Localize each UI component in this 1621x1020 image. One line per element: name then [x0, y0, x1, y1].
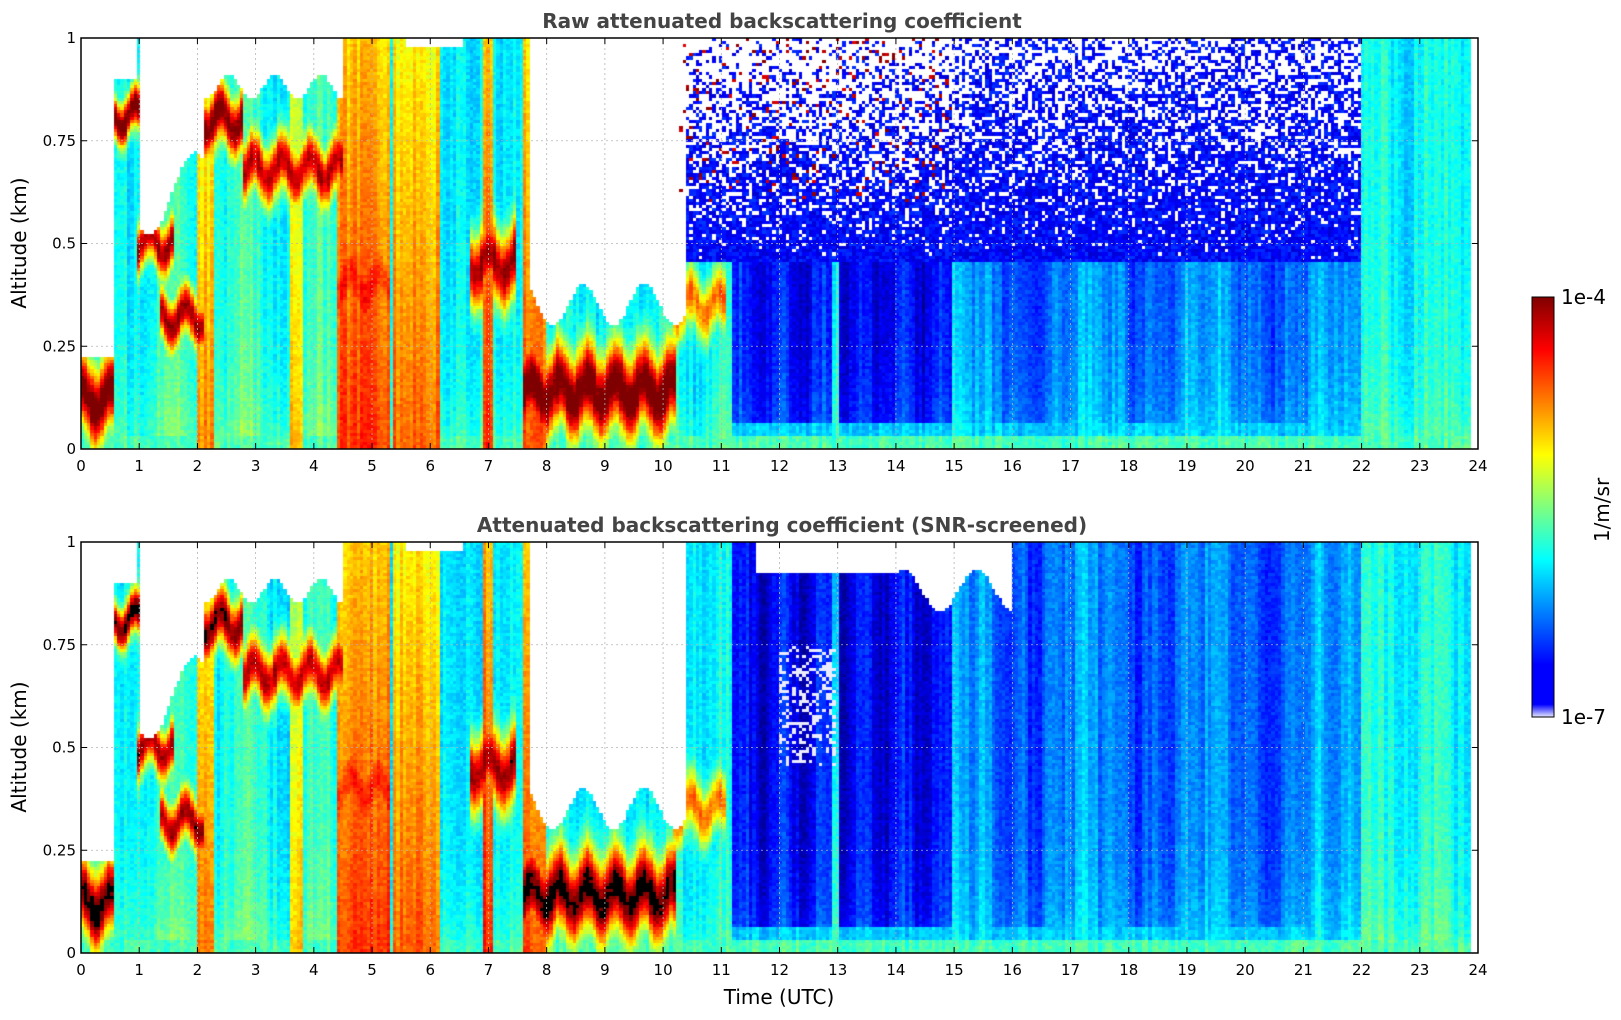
x-tick-label: 11	[712, 457, 731, 475]
x-tick-label: 13	[828, 457, 847, 475]
x-tick-label: 5	[367, 961, 377, 979]
x-tick-label: 18	[1119, 457, 1138, 475]
x-tick-label: 22	[1352, 961, 1371, 979]
x-tick-label: 15	[945, 961, 964, 979]
x-tick-label: 21	[1294, 457, 1313, 475]
x-tick-label: 4	[309, 961, 319, 979]
x-tick-label: 16	[1003, 457, 1022, 475]
panel-title: Attenuated backscattering coefficient (S…	[477, 513, 1087, 537]
x-tick-label: 0	[76, 457, 86, 475]
x-tick-label: 2	[193, 961, 203, 979]
colorbar: 1e-4 1e-7 1/m/sr	[1531, 285, 1614, 729]
x-tick-label: 14	[886, 961, 905, 979]
x-tick-label: 15	[945, 457, 964, 475]
x-tick-label: 19	[1177, 457, 1196, 475]
colorbar-min-label: 1e-7	[1561, 705, 1606, 729]
x-tick-label: 4	[309, 457, 319, 475]
x-tick-label: 16	[1003, 961, 1022, 979]
x-tick-label: 3	[251, 961, 261, 979]
x-tick-label: 23	[1410, 961, 1429, 979]
x-tick-label: 8	[542, 961, 552, 979]
y-tick-label: 1	[66, 533, 76, 551]
y-tick-label: 0.5	[52, 739, 76, 757]
x-tick-label: 2	[193, 457, 203, 475]
x-tick-label: 23	[1410, 457, 1429, 475]
x-tick-label: 0	[76, 961, 86, 979]
x-tick-label: 10	[654, 961, 673, 979]
y-axis: 0 0.25 0.5 0.75 1	[43, 533, 1478, 962]
x-tick-label: 8	[542, 457, 552, 475]
x-axis: 0 1 2 3 4 5 6 7 8 9 10 11 12 13 14 15 16 17 18 19 20 21 22 23 24	[76, 38, 1488, 475]
x-tick-label: 24	[1468, 961, 1487, 979]
colorbar-unit-label: 1/m/sr	[1590, 477, 1614, 542]
y-tick-label: 0	[66, 944, 76, 962]
x-tick-label: 13	[828, 961, 847, 979]
x-tick-label: 9	[600, 457, 610, 475]
x-tick-label: 19	[1177, 961, 1196, 979]
x-tick-label: 1	[134, 961, 144, 979]
x-tick-label: 18	[1119, 961, 1138, 979]
panel-title: Raw attenuated backscattering coefficien…	[542, 9, 1022, 33]
y-tick-label: 0.75	[43, 636, 76, 654]
x-tick-label: 22	[1352, 457, 1371, 475]
x-tick-label: 9	[600, 961, 610, 979]
colorbar-gradient	[1531, 296, 1555, 718]
y-tick-label: 0.25	[43, 841, 76, 859]
x-axis: 0 1 2 3 4 5 6 7 8 9 10 11 12 13 14 15 16 17 18 19 20 21 22 23 24	[76, 542, 1488, 979]
x-tick-label: 1	[134, 457, 144, 475]
colorbar-max-label: 1e-4	[1561, 285, 1606, 309]
x-tick-label: 20	[1236, 961, 1255, 979]
x-tick-label: 21	[1294, 961, 1313, 979]
x-tick-label: 3	[251, 457, 261, 475]
x-tick-label: 12	[770, 457, 789, 475]
chart-panel-screened: Attenuated backscattering coefficient (S…	[7, 513, 1488, 1009]
x-tick-label: 6	[425, 961, 435, 979]
y-tick-label: 0.75	[43, 132, 76, 150]
y-tick-label: 1	[66, 29, 76, 47]
y-tick-label: 0	[66, 440, 76, 458]
x-tick-label: 6	[425, 457, 435, 475]
x-axis-label: Time (UTC)	[723, 985, 835, 1009]
x-tick-label: 17	[1061, 961, 1080, 979]
y-axis-label: Altitude (km)	[7, 177, 31, 308]
x-tick-label: 24	[1468, 457, 1487, 475]
x-tick-label: 7	[484, 457, 494, 475]
x-tick-label: 12	[770, 961, 789, 979]
x-tick-label: 11	[712, 961, 731, 979]
y-axis-label: Altitude (km)	[7, 681, 31, 812]
x-tick-label: 14	[886, 457, 905, 475]
x-tick-label: 5	[367, 457, 377, 475]
x-tick-label: 10	[654, 457, 673, 475]
gridlines	[81, 38, 1478, 449]
y-tick-label: 0.5	[52, 235, 76, 253]
y-axis: 0 0.25 0.5 0.75 1	[43, 29, 1478, 458]
y-tick-label: 0.25	[43, 337, 76, 355]
gridlines	[81, 542, 1478, 953]
x-tick-label: 7	[484, 961, 494, 979]
x-tick-label: 20	[1236, 457, 1255, 475]
chart-panel-raw: Raw attenuated backscattering coefficien…	[7, 9, 1488, 475]
x-tick-label: 17	[1061, 457, 1080, 475]
